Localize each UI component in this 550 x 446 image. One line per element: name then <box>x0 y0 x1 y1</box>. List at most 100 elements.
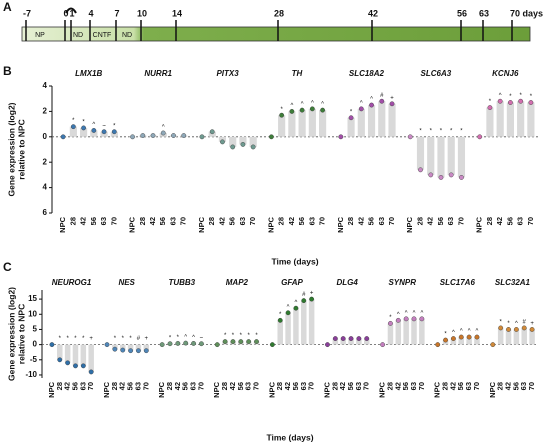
y-tick-label: 0 <box>43 132 48 141</box>
significance-marker: ^ <box>515 321 518 327</box>
x-tick-label: NPC <box>378 381 387 397</box>
dot <box>199 341 204 347</box>
dot <box>403 316 409 322</box>
dot <box>451 336 456 341</box>
dot <box>428 172 434 178</box>
significance-marker: ^ <box>397 312 400 318</box>
x-tick-label: 56 <box>297 217 306 225</box>
significance-marker: ~ <box>102 123 106 129</box>
dot <box>309 296 315 302</box>
dot <box>388 320 393 326</box>
x-tick-label: 63 <box>168 217 177 225</box>
significance-marker: * <box>72 118 75 124</box>
x-tick-label: 56 <box>511 382 520 390</box>
x-axis-label: Time (days) <box>271 256 318 266</box>
dot <box>487 105 493 110</box>
timeline-label: -7 <box>23 8 31 18</box>
x-tick-label: NPC <box>475 216 484 232</box>
bar <box>80 127 88 137</box>
dot <box>340 336 346 341</box>
significance-marker: * <box>122 336 125 342</box>
x-tick-label: 56 <box>505 217 514 225</box>
bar <box>229 136 237 147</box>
dot <box>160 130 166 136</box>
x-tick-label: 63 <box>409 382 418 390</box>
x-tick-label: 70 <box>527 382 536 390</box>
significance-marker: * <box>224 333 227 339</box>
x-tick-label: 63 <box>516 217 525 225</box>
gene-name: GFAP <box>281 278 303 287</box>
x-tick-label: 63 <box>354 382 363 390</box>
bar <box>301 300 307 345</box>
x-tick-label: 42 <box>148 217 157 225</box>
gene-name: TUBB3 <box>168 278 195 287</box>
dot <box>181 133 187 138</box>
timeline-label: 42 <box>368 8 378 18</box>
y-tick-label: 0 <box>33 340 38 349</box>
dot <box>528 100 534 105</box>
y-tick-label: 15 <box>28 294 37 303</box>
bar <box>427 136 435 175</box>
y-tick-label: -5 <box>30 355 38 364</box>
x-tick-label: 28 <box>275 382 284 390</box>
x-tick-label: NPC <box>102 381 111 397</box>
significance-marker: ^ <box>301 102 304 108</box>
y-axis-label: relative to NPC <box>16 119 26 179</box>
dot <box>389 101 395 107</box>
dot <box>104 342 110 348</box>
x-tick-label: 28 <box>330 382 339 390</box>
x-tick-label: 28 <box>68 217 77 225</box>
y-tick-label: 5 <box>33 325 38 334</box>
dot <box>506 327 511 332</box>
gene-name: LMX1B <box>75 69 102 78</box>
x-tick-label: 42 <box>118 382 127 390</box>
y-axis-label: Gene expression (log2) <box>6 102 16 196</box>
x-tick-label: NPC <box>433 381 442 397</box>
x-tick-label: 28 <box>277 217 286 225</box>
significance-marker: ^ <box>360 100 363 106</box>
bar <box>357 108 365 137</box>
bar <box>497 327 504 345</box>
x-tick-label: 63 <box>238 217 247 225</box>
dot <box>240 142 246 147</box>
x-tick-label: 56 <box>436 217 445 225</box>
dot <box>466 334 472 340</box>
x-tick-label: 42 <box>228 382 237 390</box>
x-tick-label: 63 <box>99 217 108 225</box>
x-tick-label: 63 <box>133 382 142 390</box>
dot <box>521 325 527 331</box>
x-tick-label: 70 <box>109 217 118 225</box>
dot <box>91 128 97 133</box>
x-tick-label: 42 <box>448 382 457 390</box>
significance-marker: * <box>66 336 69 342</box>
dot <box>508 100 513 105</box>
timeline-label: 0 <box>63 8 68 18</box>
dot <box>230 339 236 344</box>
bar <box>239 136 247 145</box>
y-tick-label: 2 <box>43 157 48 166</box>
significance-marker: * <box>489 99 492 105</box>
gene-name: SLC18A2 <box>349 69 385 78</box>
bar <box>64 344 71 363</box>
dot <box>57 357 63 363</box>
x-tick-label: 56 <box>367 217 376 225</box>
segment-label: ND <box>122 32 132 39</box>
significance-marker: * <box>430 128 433 134</box>
x-tick-label: 42 <box>504 382 513 390</box>
dot <box>490 342 496 348</box>
significance-marker: ~ <box>200 335 204 341</box>
x-tick-label: 70 <box>179 217 188 225</box>
significance-marker: ^ <box>92 122 95 128</box>
x-tick-label: 63 <box>189 382 198 390</box>
significance-marker: * <box>530 94 533 100</box>
x-tick-label: NPC <box>128 216 137 232</box>
significance-marker: ^ <box>295 300 298 306</box>
dot <box>529 327 535 332</box>
dot <box>88 369 94 375</box>
bar <box>527 102 535 137</box>
x-tick-label: 28 <box>207 217 216 225</box>
dot <box>269 134 274 140</box>
dot <box>101 129 107 135</box>
dot <box>380 342 385 348</box>
significance-marker: + <box>530 321 534 327</box>
